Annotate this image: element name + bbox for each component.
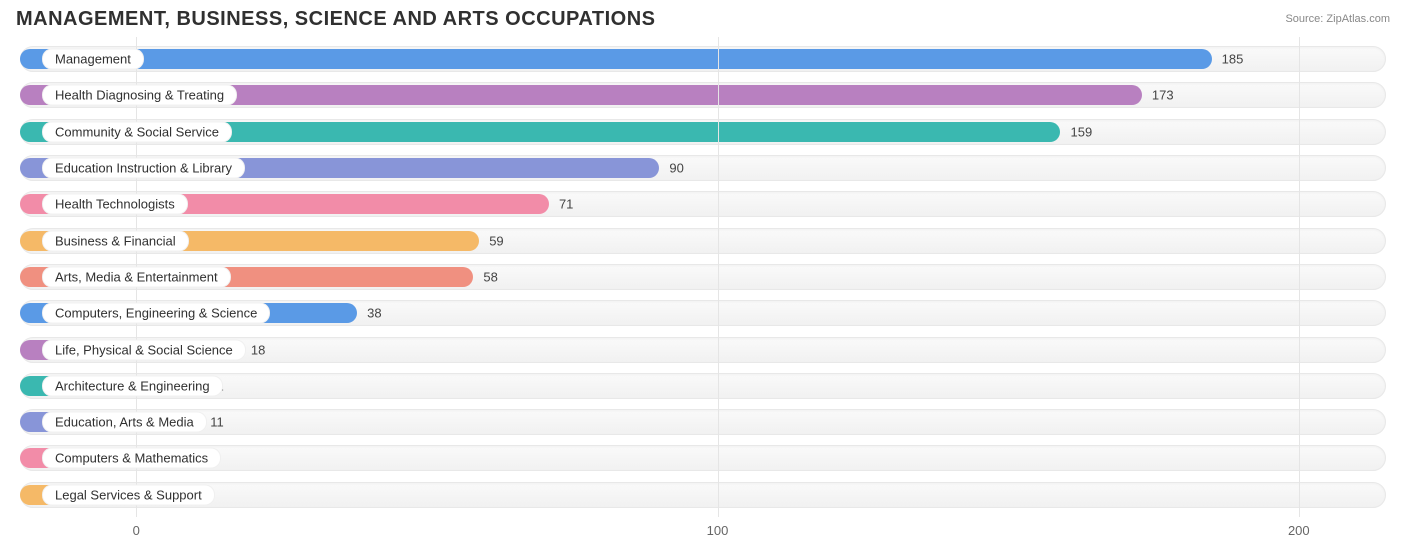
- x-tick-label: 100: [707, 523, 729, 538]
- bar-value-label: 185: [1222, 52, 1244, 67]
- bar-track: [20, 482, 1386, 508]
- source-name: ZipAtlas.com: [1326, 13, 1390, 25]
- bar-category-label: Education Instruction & Library: [42, 158, 245, 179]
- bar-category-label: Health Technologists: [42, 194, 188, 215]
- bar-row: Arts, Media & Entertainment 58: [20, 262, 1386, 292]
- bar-value-label: 11: [210, 415, 224, 430]
- bar-value-label: 59: [489, 233, 503, 248]
- bar-value-label: 173: [1152, 88, 1174, 103]
- bar-value-label: 18: [251, 342, 265, 357]
- bar-category-label: Management: [42, 49, 144, 70]
- chart-area: Management 185 Health Diagnosing & Treatin…: [12, 37, 1394, 547]
- bar-track: [20, 445, 1386, 471]
- header: MANAGEMENT, BUSINESS, SCIENCE AND ARTS O…: [12, 8, 1394, 37]
- bar-category-label: Architecture & Engineering: [42, 375, 223, 396]
- plot-region: Management 185 Health Diagnosing & Treatin…: [20, 37, 1386, 517]
- bar-category-label: Computers & Mathematics: [42, 448, 221, 469]
- bar-category-label: Arts, Media & Entertainment: [42, 266, 231, 287]
- bar-row: Health Diagnosing & Treating 173: [20, 80, 1386, 110]
- bar-category-label: Health Diagnosing & Treating: [42, 85, 237, 106]
- bar-row: Life, Physical & Social Science 18: [20, 335, 1386, 365]
- bar-row: Computers, Engineering & Science 38: [20, 298, 1386, 328]
- bar-category-label: Legal Services & Support: [42, 484, 215, 505]
- bar-row: Education, Arts & Media11: [20, 407, 1386, 437]
- bar-value-label: 38: [367, 306, 381, 321]
- grid-line: [718, 37, 719, 517]
- bar-row: Education Instruction & Library 90: [20, 153, 1386, 183]
- bar-value-label: 90: [669, 161, 683, 176]
- x-axis: 0 100 200: [20, 523, 1386, 543]
- bar-row: Legal Services & Support0: [20, 480, 1386, 510]
- bar-value-label: 58: [483, 269, 497, 284]
- bar-category-label: Life, Physical & Social Science: [42, 339, 246, 360]
- chart-container: MANAGEMENT, BUSINESS, SCIENCE AND ARTS O…: [0, 0, 1406, 559]
- bar-row: Community & Social Service 159: [20, 117, 1386, 147]
- x-tick-label: 0: [133, 523, 140, 538]
- bar-value-label: 71: [559, 197, 573, 212]
- bar-value-label: 159: [1070, 124, 1092, 139]
- chart-title: MANAGEMENT, BUSINESS, SCIENCE AND ARTS O…: [16, 8, 655, 31]
- bar-row: Business & Financial 59: [20, 226, 1386, 256]
- grid-line: [1299, 37, 1300, 517]
- bar-row: Management 185: [20, 44, 1386, 74]
- source-attribution: Source: ZipAtlas.com: [1285, 12, 1390, 26]
- bar-row: Health Technologists 71: [20, 189, 1386, 219]
- bar-row: Architecture & Engineering11: [20, 371, 1386, 401]
- bar-track: [20, 409, 1386, 435]
- bar-row: Computers & Mathematics9: [20, 443, 1386, 473]
- x-tick-label: 200: [1288, 523, 1310, 538]
- bar-category-label: Business & Financial: [42, 230, 189, 251]
- bar-category-label: Computers, Engineering & Science: [42, 303, 270, 324]
- bar-fill: [20, 49, 1212, 69]
- bar-track: [20, 373, 1386, 399]
- source-label: Source:: [1285, 13, 1323, 25]
- bar-category-label: Education, Arts & Media: [42, 412, 207, 433]
- bar-category-label: Community & Social Service: [42, 121, 232, 142]
- bar-rows: Management 185 Health Diagnosing & Treatin…: [20, 37, 1386, 517]
